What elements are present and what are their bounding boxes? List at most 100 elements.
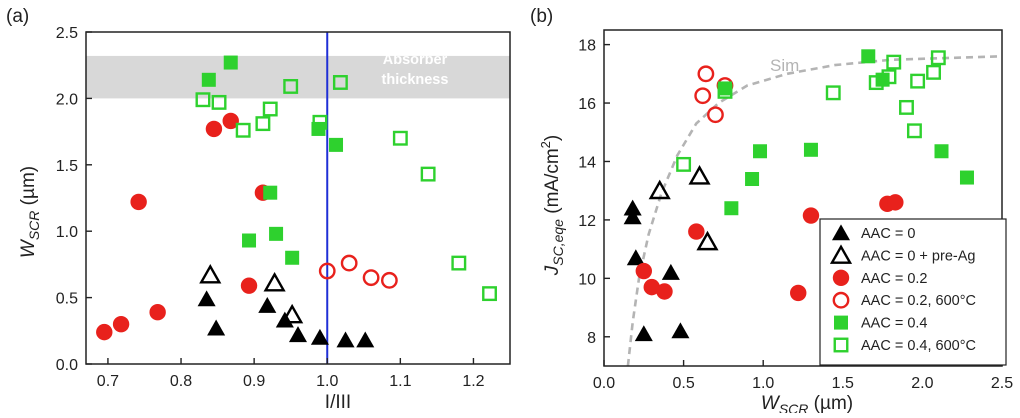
panel-b-xtick-label: 0.5 [672,375,694,392]
panel-a-filled-triangle-point [288,326,308,343]
panel-b-ytick-label: 8 [587,330,596,347]
band-label-line2: thickness [382,72,449,88]
panel-a-filled-square-point [201,72,216,87]
panel-b-open-circle-point [694,87,712,105]
panel-a-open-square-point [262,101,278,117]
panel-a-xtick-label: 1.1 [389,373,411,390]
panel-b-filled-square-point [861,49,876,64]
legend-entry-label: AAC = 0.2 [861,271,928,287]
panel-b-ylabel-unit: (mA/cm [542,148,563,219]
panel-a-open-triangle-point [263,271,286,292]
panel-b-open-circle-point [707,106,724,124]
panel-a-xtick-label: 1.0 [316,373,338,390]
panel-a-xtick-label: 0.7 [97,373,119,390]
panel-a-filled-square-point [269,226,284,241]
panel-b-open-square-point [825,85,841,101]
panel-b-ytick-label: 12 [578,213,596,230]
band-label-line1: Absorber [383,52,448,68]
panel-a-ticks: 0.7 0.8 0.9 1.0 1.1 1.2 0.0 0.5 1.0 1.5 2.0 2.5 [56,25,485,390]
panel-b-open-square-point [881,69,897,85]
panel-b-open-square-point [930,50,946,66]
panel-a-open-square-point [332,75,348,90]
panel-b-ylabel-sub: SC,eqe [550,219,566,266]
panel-a-filled-circle-point [240,277,258,294]
panel-a-filled-triangle-point [310,328,329,345]
panel-a-xlabel: I/III [325,392,351,413]
panel-b-open-square-point [906,123,922,139]
panel-b-points [623,49,974,342]
panel-a-ylabel-main: W [18,238,39,258]
legend-open-square-marker [833,337,849,353]
panel-b-filled-square-point [745,172,760,187]
panel-b-filled-circle-point [802,207,820,224]
panel-a-ytick-label: 1.5 [56,158,78,175]
panel-b-filled-square-point [724,201,739,216]
panel-a-filled-square-point [223,55,238,70]
panel-b-xlabel-sub: SCR [779,401,809,413]
panel-b-filled-square-point [803,142,818,157]
panel-a-ytick-label: 1.0 [56,224,78,241]
panel-a-open-circle-point [362,269,380,287]
panel-b-filled-circle-point [656,283,673,300]
panel-a-filled-triangle-point [258,296,277,313]
panel-a-open-square-point [195,92,211,108]
panel-b-filled-circle-point [643,278,660,296]
legend-filled-triangle-marker [831,224,851,241]
sim-label: Sim [770,56,799,75]
panel-b-open-circle-point [697,65,715,83]
panel-a-open-triangle-point [281,303,304,324]
legend: AAC = 0 AAC = 0 + pre-Ag AAC = 0.2 AAC = 0.… [819,218,1007,366]
panel-a-xtick-label: 0.8 [170,373,192,390]
panel-a-filled-triangle-point [207,319,226,336]
panel-a-open-square-point [211,94,227,110]
panel-a-filled-circle-point [96,323,113,341]
panel-b-xtick-label: 1.0 [752,375,774,392]
panel-b-xtick-label: 2.0 [911,375,933,392]
panel-a-ytick-label: 2.0 [56,91,78,108]
panel-a-open-square-point [255,116,271,132]
panel-b-xtick-label: 1.5 [832,375,854,392]
legend-entry-label: AAC = 0 [861,226,915,242]
panel-b-ylabel-sup: 2 [538,141,553,148]
panel-a-open-triangle-point [199,263,222,284]
panel-a-open-square-point [482,286,497,302]
panel-b-filled-circle-point [790,284,807,302]
panel-a-open-square-point [312,114,328,130]
panel-a-filled-circle-point [205,120,223,138]
panel-a-ylabel-sub: SCR [26,211,42,241]
panel-b-open-triangle-point [648,179,671,200]
panel-a-filled-circle-point [112,315,130,333]
panel-b-open-triangle-point [688,165,711,185]
panel-a-ylabel: WSCR (µm) [18,166,42,258]
panel-b-xlabel-main: W [761,393,781,413]
panel-b-filled-circle-point [635,262,652,280]
panel-b-ylabel-close: ) [542,135,563,141]
panel-b-filled-square-point [934,144,949,159]
panel-a-filled-triangle-point [197,290,216,307]
panel-b-ylabel: JSC,eqe (mA/cm2) [538,135,566,276]
panel-b-xtick-label: 2.5 [991,375,1013,392]
panel-b-ticks: 0.0 0.5 1.0 1.5 2.0 2.5 8 10 12 14 16 18 [578,38,1013,392]
panel-a-open-square-point [235,122,251,138]
panel-a-ytick-label: 0.5 [56,291,78,308]
legend-box [819,218,1007,366]
panel-a-filled-triangle-point [356,331,375,348]
panel-b-open-square-point [886,54,902,70]
panel-b-filled-circle-point [688,223,705,240]
panel-a-filled-circle-point [130,193,147,211]
panel-a-open-circle-point [380,271,398,289]
panel-a-open-circle-point [318,262,336,280]
panel-b-open-square-point [910,73,926,89]
panel-b-label: (b) [530,6,553,27]
panel-b-filled-square-point [959,170,974,185]
panel-a-open-circle-point [340,254,358,272]
panel-b-ytick-label: 10 [578,271,596,288]
legend-filled-circle-marker [832,269,850,286]
panel-b-xtick-label: 0.0 [593,375,615,392]
panel-b-filled-triangle-point [623,199,642,216]
panel-a-filled-square-point [329,137,344,152]
panel-b-open-square-point [717,83,733,99]
panel-a-open-square-point [392,130,408,146]
